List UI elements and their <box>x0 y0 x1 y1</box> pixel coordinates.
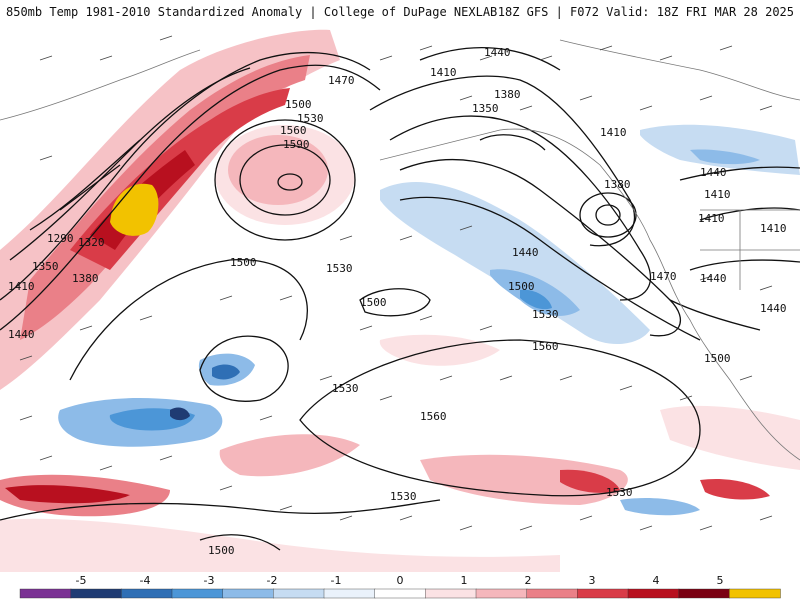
colorbar-tick: 2 <box>525 574 532 587</box>
colorbar-swatch <box>70 588 123 599</box>
height-label: 1500 <box>360 296 387 309</box>
map-title: 850mb Temp 1981-2010 Standardized Anomal… <box>6 5 498 19</box>
model-valid-time: 18Z GFS | F072 Valid: 18Z FRI MAR 28 202… <box>497 5 794 19</box>
colorbar-tick: 0 <box>397 574 404 587</box>
colorbar-tick: -1 <box>331 574 342 587</box>
height-label: 1440 <box>8 328 35 341</box>
height-label: 1530 <box>326 262 353 275</box>
colorbar-swatch <box>323 588 376 599</box>
height-label: 1380 <box>72 272 99 285</box>
height-contours <box>0 47 800 551</box>
height-label: 1440 <box>760 302 787 315</box>
height-label: 1560 <box>420 410 447 423</box>
height-label: 1470 <box>328 74 355 87</box>
colorbar-swatch <box>273 588 325 599</box>
height-label: 1410 <box>600 126 627 139</box>
colorbar-tick: -2 <box>267 574 278 587</box>
height-label: 1530 <box>332 382 359 395</box>
anomaly-shading <box>0 29 800 572</box>
contour-labels: 1470 1500 1530 1560 1590 1290 1320 1350 … <box>8 46 787 557</box>
height-label: 1530 <box>297 112 324 125</box>
colorbar-swatch <box>171 588 224 599</box>
colorbar-tick: 4 <box>653 574 660 587</box>
height-label: 1410 <box>8 280 35 293</box>
colorbar-swatch <box>577 588 629 599</box>
wind-barbs <box>19 35 773 531</box>
colorbar-swatch <box>374 588 427 599</box>
height-label: 1500 <box>208 544 235 557</box>
height-label: 1500 <box>230 256 257 269</box>
height-label: 1470 <box>650 270 677 283</box>
colorbar-tick: 3 <box>589 574 596 587</box>
height-label: 1350 <box>472 102 499 115</box>
height-label: 1410 <box>704 188 731 201</box>
colorbar-tick: -5 <box>76 574 87 587</box>
colorbar-swatch <box>425 588 477 599</box>
height-label: 1500 <box>285 98 312 111</box>
colorbar-swatch <box>121 588 173 599</box>
height-label: 1440 <box>700 166 727 179</box>
height-label: 1380 <box>494 88 521 101</box>
height-label: 1410 <box>430 66 457 79</box>
height-label: 1440 <box>512 246 539 259</box>
height-label: 1530 <box>606 486 633 499</box>
colorbar-tick: 1 <box>461 574 468 587</box>
height-label: 1410 <box>760 222 787 235</box>
coastlines <box>0 39 800 461</box>
colorbar-tick: 5 <box>717 574 724 587</box>
colorbar-swatch <box>222 588 275 599</box>
colorbar-ticks: -5 -4 -3 -2 -1 0 1 2 3 4 5 <box>76 574 724 587</box>
height-label: 1560 <box>532 340 559 353</box>
colorbar-swatch <box>526 588 579 599</box>
colorbar-swatch <box>627 588 680 599</box>
height-label: 1530 <box>532 308 559 321</box>
height-label: 1530 <box>390 490 417 503</box>
weather-map: 1470 1500 1530 1560 1590 1290 1320 1350 … <box>0 24 800 572</box>
height-label: 1500 <box>704 352 731 365</box>
height-label: 1500 <box>508 280 535 293</box>
height-label: 1590 <box>283 138 310 151</box>
colorbar-swatch <box>678 588 731 599</box>
colorbar-swatch <box>19 588 72 599</box>
height-label: 1440 <box>484 46 511 59</box>
height-label: 1560 <box>280 124 307 137</box>
colorbar-swatches <box>19 588 781 599</box>
height-label: 1350 <box>32 260 59 273</box>
colorbar-swatch <box>475 588 528 599</box>
height-label: 1320 <box>78 236 105 249</box>
height-label: 1440 <box>700 272 727 285</box>
header-bar: 850mb Temp 1981-2010 Standardized Anomal… <box>0 0 800 24</box>
height-label: 1290 <box>47 232 74 245</box>
height-label: 1380 <box>604 178 631 191</box>
height-label: 1410 <box>698 212 725 225</box>
colorbar-tick: -4 <box>140 574 151 587</box>
colorbar-tick: -3 <box>204 574 215 587</box>
colorbar: -5 -4 -3 -2 -1 0 1 2 3 4 5 <box>19 574 781 599</box>
colorbar-swatch <box>729 588 781 599</box>
